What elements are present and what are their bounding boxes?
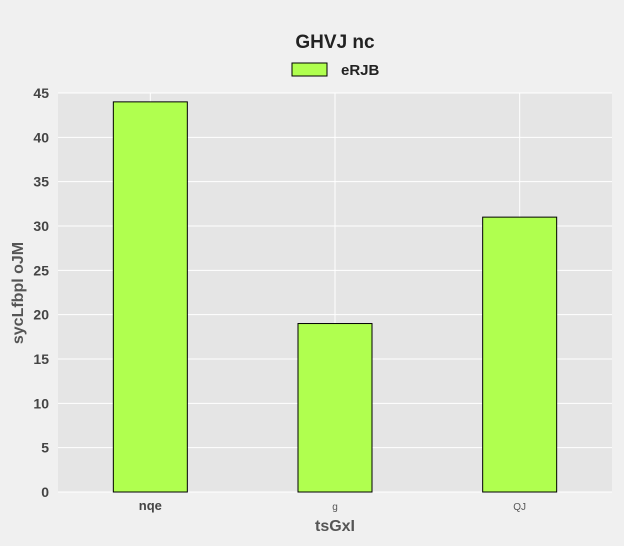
legend-swatch: [291, 62, 328, 77]
y-tick-label: 20: [33, 307, 49, 323]
y-tick-label: 30: [33, 218, 49, 234]
bar-g: [297, 323, 373, 493]
y-tick-label: 25: [33, 262, 49, 278]
x-tick-label: g: [332, 502, 338, 513]
y-axis-label: sycLfbpl oJM: [10, 242, 27, 344]
chart-title: GHVJ nc: [295, 32, 375, 53]
y-tick-label: 0: [41, 484, 49, 500]
y-tick-label: 40: [33, 129, 49, 145]
y-tick-label: 15: [33, 351, 49, 367]
legend: eRJB: [291, 62, 380, 79]
y-tick-labels: 0 5 10 15 20 25 30 35 40 45: [33, 85, 49, 500]
x-axis-label: tsGxI: [315, 518, 355, 535]
x-tick-labels: nqe g QJ: [139, 498, 526, 513]
y-tick-label: 5: [41, 440, 49, 456]
bars: [112, 101, 558, 493]
y-tick-label: 45: [33, 85, 49, 101]
bar-nqe: [112, 101, 188, 493]
x-tick-label: QJ: [513, 502, 526, 513]
y-tick-label: 10: [33, 395, 49, 411]
legend-label: eRJB: [341, 62, 380, 79]
x-tick-label: nqe: [139, 498, 162, 513]
bar-QJ: [482, 216, 558, 493]
y-tick-label: 35: [33, 174, 49, 190]
